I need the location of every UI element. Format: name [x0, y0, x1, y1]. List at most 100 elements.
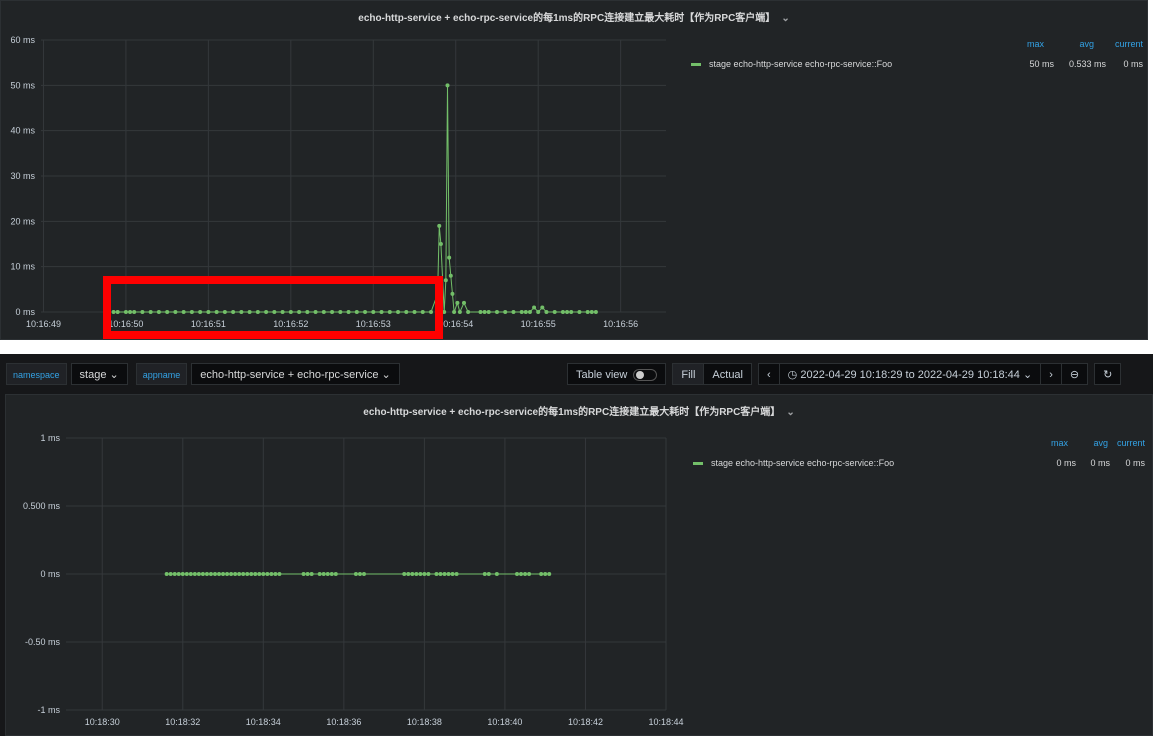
data-point [577, 310, 582, 314]
data-point [494, 572, 499, 576]
data-point [371, 310, 376, 314]
data-point [115, 310, 120, 314]
data-point [321, 310, 326, 314]
top-panel-title[interactable]: echo-http-service + echo-rpc-service的每1m… [358, 13, 790, 24]
series-swatch [693, 462, 703, 466]
data-point [363, 310, 368, 314]
legend-header-max[interactable]: max [1026, 39, 1044, 49]
toggle-switch[interactable] [633, 369, 658, 382]
x-tick-label: 10:18:36 [326, 717, 361, 727]
clock-icon: ◷ [787, 369, 798, 381]
data-point [426, 572, 431, 576]
data-point [247, 310, 252, 314]
data-point [140, 310, 145, 314]
data-point [229, 572, 234, 576]
data-point [515, 572, 520, 576]
data-point [457, 310, 462, 314]
x-tick-label: 10:16:55 [521, 319, 556, 329]
x-tick-label: 10:16:53 [356, 319, 391, 329]
data-point [189, 310, 194, 314]
appname-select[interactable]: echo-http-service + echo-rpc-service ⌄ [191, 363, 400, 385]
data-point [206, 310, 211, 314]
data-point [353, 572, 358, 576]
data-point [330, 310, 335, 314]
data-point [438, 572, 443, 576]
legend-item[interactable]: stage echo-http-service echo-rpc-service… [693, 458, 894, 468]
data-point [547, 572, 552, 576]
zoom-out-icon[interactable]: ⊖ [1061, 363, 1089, 385]
data-point [443, 278, 448, 283]
data-point [536, 310, 541, 314]
table-view-toggle[interactable]: Table view [567, 363, 667, 385]
data-point [442, 572, 447, 576]
y-tick-label: 20 ms [10, 216, 35, 226]
legend-header-avg[interactable]: avg [1079, 39, 1094, 49]
bottom-panel: echo-http-service + echo-rpc-service的每1m… [5, 394, 1153, 736]
data-point [338, 310, 343, 314]
data-point [237, 572, 242, 576]
data-point [396, 310, 401, 314]
data-point [437, 223, 442, 228]
x-tick-label: 10:18:32 [165, 717, 200, 727]
namespace-select[interactable]: stage ⌄ [70, 363, 128, 385]
data-point [123, 310, 128, 314]
time-picker[interactable]: ◷ 2022-04-29 10:18:29 to 2022-04-29 10:1… [779, 363, 1042, 385]
top-chart[interactable]: 0 ms 10 ms 20 ms 30 ms 40 ms 50 ms 60 ms 10:16:… [1, 1, 1149, 341]
data-point [305, 310, 310, 314]
data-point [172, 572, 177, 576]
data-point [173, 310, 178, 314]
data-point [222, 310, 227, 314]
data-point [412, 310, 417, 314]
series-line [113, 85, 596, 314]
bottom-panel-title[interactable]: echo-http-service + echo-rpc-service的每1m… [363, 407, 795, 418]
data-point [478, 310, 483, 314]
legend-header-current[interactable]: current [1116, 438, 1145, 448]
data-point [361, 572, 366, 576]
data-point [265, 572, 270, 576]
data-point [261, 572, 266, 576]
data-point [354, 310, 359, 314]
time-forward-button[interactable]: › [1041, 363, 1062, 385]
highlight-box [103, 276, 443, 339]
data-point [176, 572, 181, 576]
data-point [184, 572, 189, 576]
y-tick-label: 40 ms [10, 126, 35, 136]
data-point [446, 572, 451, 576]
data-point [288, 310, 293, 314]
time-back-button[interactable]: ‹ [758, 363, 780, 385]
data-point [313, 310, 318, 314]
data-point [539, 572, 544, 576]
data-point [231, 310, 236, 314]
data-point [552, 310, 557, 314]
data-point [321, 572, 326, 576]
actual-button[interactable]: Actual [704, 363, 752, 385]
data-point [277, 572, 282, 576]
data-point [317, 572, 322, 576]
data-point [482, 310, 487, 314]
data-point [249, 572, 254, 576]
data-point [156, 310, 161, 314]
y-tick-label: 60 ms [10, 35, 35, 45]
legend-avg: 0 ms [1090, 458, 1110, 468]
data-point [503, 310, 508, 314]
legend-item[interactable]: stage echo-http-service echo-rpc-service… [691, 59, 892, 69]
chevron-down-icon: ⌄ [786, 407, 795, 418]
legend-header-max[interactable]: max [1050, 438, 1068, 448]
refresh-icon[interactable]: ↻ [1094, 363, 1122, 385]
legend-header-avg[interactable]: avg [1093, 438, 1108, 448]
data-point [454, 572, 459, 576]
legend-header-current[interactable]: current [1114, 39, 1143, 49]
data-point [593, 310, 598, 314]
fill-button[interactable]: Fill [672, 363, 705, 385]
legend-current: 0 ms [1123, 59, 1143, 69]
chevron-down-icon: ⌄ [1022, 369, 1033, 381]
namespace-label: namespace [6, 363, 67, 385]
data-point [560, 310, 565, 314]
data-point [450, 291, 455, 296]
data-point [301, 572, 306, 576]
data-point [269, 572, 274, 576]
data-point [272, 310, 277, 314]
data-point [305, 572, 310, 576]
bottom-chart[interactable]: -1 ms -0.50 ms 0 ms 0.500 ms 1 ms 10:18:30 10:… [6, 395, 1153, 737]
data-point [333, 572, 338, 576]
